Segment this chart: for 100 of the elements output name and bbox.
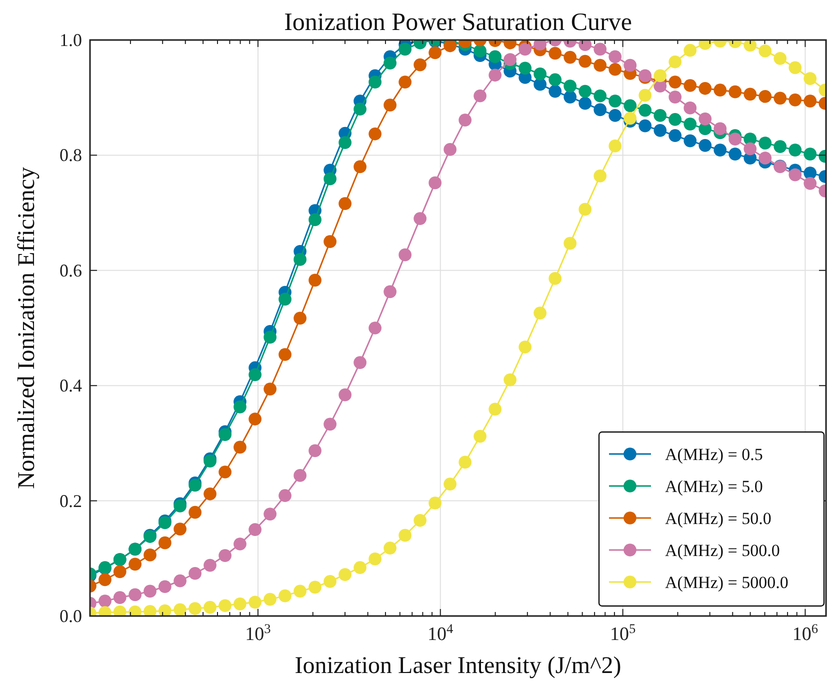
point xyxy=(774,52,787,65)
point xyxy=(234,440,246,454)
point xyxy=(174,603,186,616)
y-tick-label: 1.0 xyxy=(60,30,82,50)
point xyxy=(324,418,336,431)
point xyxy=(698,82,712,95)
point xyxy=(534,68,547,80)
point xyxy=(714,144,727,156)
point xyxy=(324,575,336,588)
point xyxy=(338,388,352,402)
point xyxy=(474,430,486,443)
point xyxy=(594,103,607,116)
point xyxy=(144,584,156,598)
x-tick-label: 10$^{6}$ xyxy=(792,620,818,645)
point xyxy=(668,113,682,126)
point xyxy=(608,109,622,122)
point xyxy=(158,604,172,616)
x-tick-label: 10$^{5}$ xyxy=(610,620,636,645)
point xyxy=(804,166,817,180)
point xyxy=(428,176,442,190)
point xyxy=(654,124,667,137)
point xyxy=(698,138,712,152)
y-axis-title: Normalized Ionization Efficiency xyxy=(14,166,40,490)
point xyxy=(384,285,396,298)
point xyxy=(218,466,232,478)
point xyxy=(294,312,306,325)
point xyxy=(398,528,412,542)
point xyxy=(684,44,697,57)
point xyxy=(338,568,352,581)
point xyxy=(264,592,277,606)
point xyxy=(788,61,802,74)
point xyxy=(234,538,246,550)
point xyxy=(488,402,502,416)
point xyxy=(384,98,396,112)
point xyxy=(128,588,142,602)
point xyxy=(564,50,577,64)
point xyxy=(698,112,712,126)
point xyxy=(324,172,336,186)
point xyxy=(128,558,142,571)
point xyxy=(624,99,637,112)
point xyxy=(294,253,306,266)
x-tick-label: 10$^{4}$ xyxy=(428,620,454,645)
point xyxy=(368,76,382,88)
point xyxy=(308,213,322,226)
point xyxy=(354,356,366,369)
point xyxy=(624,112,637,125)
point xyxy=(354,160,366,174)
point xyxy=(234,597,246,610)
point xyxy=(158,580,172,594)
point xyxy=(668,76,682,88)
point xyxy=(578,84,592,98)
point xyxy=(188,602,202,615)
point xyxy=(174,522,186,536)
x-tick-label: 10$^{3}$ xyxy=(245,620,272,645)
point xyxy=(113,591,126,604)
point xyxy=(804,148,817,160)
point xyxy=(608,94,622,108)
point xyxy=(444,143,456,156)
point xyxy=(758,90,772,103)
point xyxy=(668,90,682,104)
point xyxy=(788,144,802,156)
point xyxy=(113,565,126,578)
point xyxy=(188,478,202,492)
point xyxy=(218,549,232,562)
point xyxy=(518,62,532,75)
point xyxy=(428,46,442,60)
point xyxy=(548,84,562,98)
point xyxy=(414,514,427,527)
point xyxy=(608,62,622,76)
point xyxy=(518,42,532,56)
point xyxy=(278,589,292,602)
point xyxy=(368,322,382,334)
point xyxy=(774,140,787,153)
point xyxy=(758,152,772,164)
point xyxy=(368,127,382,140)
point xyxy=(594,170,607,182)
chart-title: Ionization Power Saturation Curve xyxy=(284,9,632,36)
point xyxy=(458,456,472,469)
point xyxy=(458,114,472,126)
point xyxy=(534,78,547,91)
point xyxy=(218,428,232,441)
point xyxy=(518,340,532,354)
point xyxy=(774,92,787,105)
point xyxy=(758,44,772,58)
legend-label: A(MHz) = 5.0 xyxy=(665,477,763,496)
point xyxy=(204,558,216,572)
point xyxy=(804,72,817,86)
point xyxy=(594,58,607,72)
point xyxy=(98,594,112,608)
point xyxy=(594,42,607,56)
point xyxy=(324,235,336,248)
point xyxy=(728,85,742,98)
point xyxy=(758,136,772,150)
point xyxy=(654,69,667,82)
point xyxy=(744,40,757,52)
point xyxy=(488,68,502,82)
point xyxy=(294,584,306,598)
point xyxy=(248,596,262,609)
point xyxy=(428,496,442,510)
point xyxy=(278,489,292,502)
